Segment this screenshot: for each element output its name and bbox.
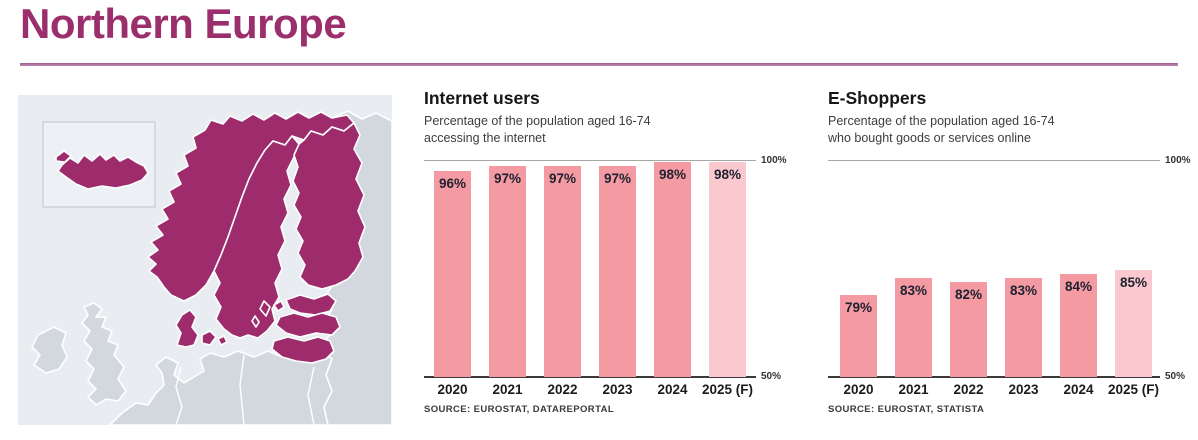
x-tick-label: 2022 (953, 382, 984, 397)
bar-2024: 84% (1060, 274, 1097, 377)
x-tick-label: 2025 (F) (1107, 382, 1160, 397)
bar-2020: 79% (840, 295, 877, 377)
x-tick-label: 2021 (898, 382, 929, 397)
chart-subtitle: Percentage of the population aged 16-74 … (828, 114, 1055, 145)
bar-value-label: 97% (548, 171, 577, 186)
chart-subtitle: Percentage of the population aged 16-74 … (424, 114, 651, 145)
country-finland (292, 122, 366, 290)
chart-source: SOURCE: EUROSTAT, DATAREPORTAL (424, 404, 615, 415)
iceland-inset (42, 121, 156, 208)
axis-baseline-50 (424, 376, 756, 378)
country-lithuania (271, 336, 335, 364)
x-tick-label: 2024 (1063, 382, 1094, 397)
bar-value-label: 98% (713, 167, 742, 182)
bar-value-label: 98% (658, 167, 687, 182)
axis-baseline-50 (828, 376, 1160, 378)
y-tick-50: 50% (1165, 371, 1186, 382)
country-ireland (31, 326, 68, 374)
bar-2021: 83% (895, 278, 932, 377)
border-line (175, 366, 183, 425)
bar-2023: 97% (599, 166, 636, 377)
x-tick-label: 2021 (492, 382, 523, 397)
island-oland (251, 315, 260, 328)
x-tick-label: 2022 (547, 382, 578, 397)
country-latvia (275, 312, 341, 338)
gridline-100 (828, 160, 1160, 161)
country-sweden (213, 135, 300, 339)
bar-value-label: 83% (899, 283, 928, 298)
bar-2024: 98% (654, 162, 691, 377)
chart-e-shoppers: E-Shoppers Percentage of the population … (828, 88, 1198, 433)
bar-2022: 97% (544, 166, 581, 377)
bar-2025 (F): 98% (709, 162, 746, 377)
map-svg (18, 95, 392, 425)
bar-plot: 100% 50% 79% 2020 83% 2021 82% 2022 83% 2023 84%… (828, 155, 1191, 397)
y-tick-100: 100% (761, 155, 787, 166)
chart-internet-users: Internet users Percentage of the populat… (424, 88, 794, 433)
x-tick-label: 2024 (657, 382, 688, 397)
country-estonia (285, 293, 337, 316)
bar-value-label: 82% (954, 287, 983, 302)
chart-title: E-Shoppers (828, 88, 927, 108)
island-saaremaa (273, 300, 285, 312)
bar-2021: 97% (489, 166, 526, 377)
bar-value-label: 97% (603, 171, 632, 186)
bar-2023: 83% (1005, 278, 1042, 377)
bar-value-label: 79% (844, 300, 873, 315)
bar-value-label: 85% (1119, 275, 1148, 290)
title-rule (20, 63, 1178, 66)
country-great-britain (81, 302, 127, 406)
bar-2022: 82% (950, 282, 987, 377)
island-gotland (259, 300, 271, 317)
country-denmark (175, 309, 199, 348)
y-tick-50: 50% (761, 371, 782, 382)
bar-plot: 100% 50% 96% 2020 97% 2021 97% 2022 97% 2023 98%… (424, 155, 787, 397)
x-tick-label: 2020 (843, 382, 874, 397)
country-iceland (57, 153, 149, 190)
x-tick-label: 2020 (437, 382, 468, 397)
chart-title: Internet users (424, 88, 540, 108)
x-tick-label: 2025 (F) (701, 382, 754, 397)
northern-europe-map (18, 95, 392, 425)
border-line (239, 354, 245, 425)
bar-2025 (F): 85% (1115, 270, 1152, 377)
denmark-islands (201, 330, 228, 346)
border-line (307, 366, 315, 425)
page-title: Northern Europe (20, 0, 347, 47)
bar-value-label: 97% (493, 171, 522, 186)
y-tick-100: 100% (1165, 155, 1191, 166)
bar-value-label: 96% (438, 176, 467, 191)
gridline-100 (424, 160, 756, 161)
bar-value-label: 83% (1009, 283, 1038, 298)
chart-source: SOURCE: EUROSTAT, STATISTA (828, 404, 985, 415)
x-tick-label: 2023 (602, 382, 633, 397)
continental-europe (109, 350, 333, 425)
x-tick-label: 2023 (1008, 382, 1039, 397)
bar-value-label: 84% (1064, 279, 1093, 294)
bar-2020: 96% (434, 171, 471, 377)
